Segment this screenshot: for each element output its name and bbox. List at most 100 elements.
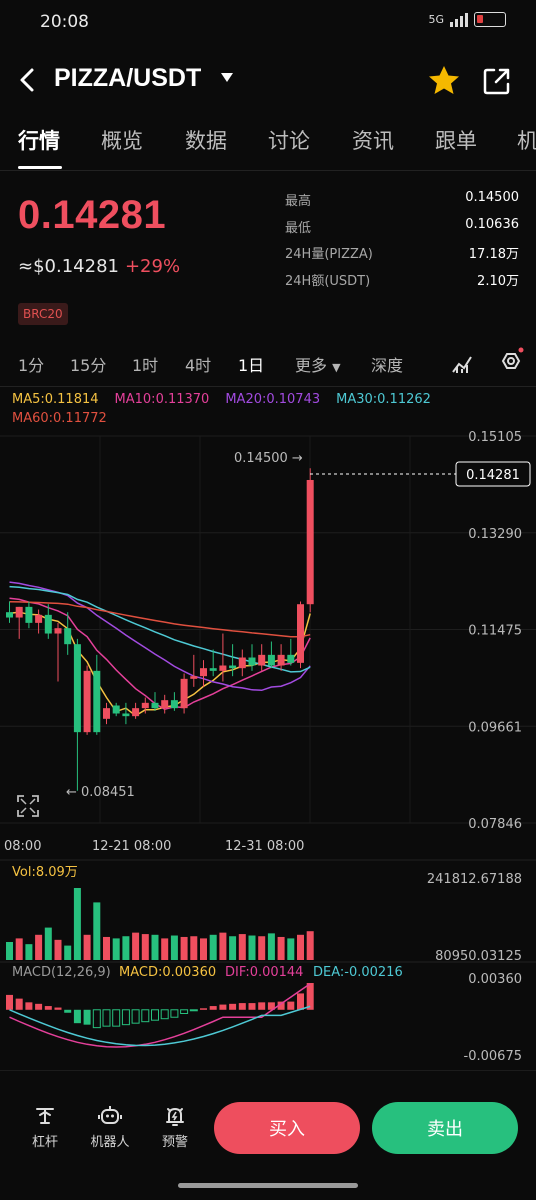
candle-body: [103, 708, 110, 719]
interval-1d[interactable]: 1日: [238, 356, 265, 375]
indicator-icon[interactable]: [450, 352, 474, 376]
ma10-label: MA10:0.11370: [114, 392, 210, 407]
candle-body: [64, 628, 72, 645]
macd-bar: [170, 1009, 179, 1018]
tab-market[interactable]: 行情: [18, 129, 60, 153]
volume-bar: [229, 936, 237, 960]
volume-bar: [297, 934, 304, 960]
macd-dea: DEA:-0.00216: [313, 965, 403, 980]
settings-icon[interactable]: [495, 346, 525, 376]
interval-depth[interactable]: 深度: [371, 356, 404, 375]
tab-more[interactable]: 机: [517, 129, 536, 153]
volume-bar: [54, 939, 62, 960]
token-badge[interactable]: BRC20: [18, 303, 68, 325]
macd-bar: [44, 1006, 52, 1010]
volume-bar: [112, 938, 120, 960]
tab-overview[interactable]: 概览: [101, 129, 143, 153]
candle-body: [190, 676, 198, 679]
divider: [0, 386, 536, 387]
interval-1m[interactable]: 1分: [18, 356, 45, 375]
macd-bar: [258, 1002, 266, 1010]
volume-bar: [190, 936, 198, 960]
candle-body: [209, 668, 217, 671]
stat-label: 最高: [285, 194, 312, 209]
macd-bar: [180, 1009, 189, 1015]
ma30-label: MA30:0.11262: [336, 392, 431, 407]
volume-bar: [248, 935, 256, 960]
divider: [0, 170, 536, 171]
tab-data[interactable]: 数据: [185, 129, 227, 153]
usd-value: ≈$0.14281: [18, 256, 119, 277]
volume-axis-top: 241812.67188: [427, 872, 522, 887]
current-price-label: 0.14281: [466, 468, 520, 483]
macd-bar: [267, 1002, 275, 1010]
tab-discussion[interactable]: 讨论: [268, 129, 310, 153]
macd-bar: [83, 1009, 91, 1025]
candle-body: [267, 654, 275, 666]
robot-button[interactable]: 机器人: [85, 1105, 135, 1150]
volume-bar: [258, 936, 266, 960]
top-tabs: 行情 概览 数据 讨论 资讯 跟单 机: [0, 125, 536, 169]
home-indicator[interactable]: [178, 1183, 358, 1188]
interval-1h[interactable]: 1时: [132, 356, 159, 375]
tab-news[interactable]: 资讯: [352, 129, 394, 153]
sell-button[interactable]: 卖出: [372, 1102, 518, 1154]
macd-bar: [92, 1009, 101, 1029]
stat-volume: 24H量(PIZZA) 17.18万: [285, 243, 519, 270]
volume-bar: [180, 936, 188, 960]
candle-body: [112, 705, 120, 714]
volume-bar: [209, 934, 217, 960]
leverage-button[interactable]: 杠杆: [20, 1105, 70, 1150]
kline-chart[interactable]: 0.15105 0.13290 0.11475 0.09661 0.07846 08:0…: [0, 428, 536, 1068]
candle-body: [73, 644, 81, 733]
interval-4h[interactable]: 4时: [185, 356, 212, 375]
volume-bar: [132, 932, 140, 960]
buy-button[interactable]: 买入: [214, 1102, 360, 1154]
volume-bar: [6, 942, 13, 960]
interval-more[interactable]: 更多 ▼: [295, 352, 341, 376]
price-usd: ≈$0.14281 +29%: [18, 256, 180, 277]
share-icon[interactable]: [482, 66, 512, 96]
stat-value: 2.10万: [477, 273, 519, 289]
volume-bar: [170, 935, 178, 960]
macd-panel: [6, 983, 314, 1048]
candle-body: [35, 614, 43, 623]
volume-bar: [103, 936, 110, 960]
macd-bar: [238, 1003, 246, 1010]
fullscreen-icon[interactable]: [17, 795, 39, 817]
current-price-box: [455, 461, 531, 487]
battery-icon: [474, 12, 506, 27]
price-tick: 0.09661: [468, 720, 522, 735]
x-label-1: 08:00: [4, 839, 41, 854]
candle-body: [15, 606, 23, 618]
back-icon[interactable]: [16, 64, 40, 96]
caret-down-icon[interactable]: [220, 72, 234, 84]
tab-underline: [18, 166, 62, 169]
candle-body: [297, 604, 304, 663]
macd-bar: [151, 1009, 159, 1021]
tab-copytrade[interactable]: 跟单: [435, 129, 477, 153]
stat-turnover: 24H额(USDT) 2.10万: [285, 270, 519, 297]
pair-title[interactable]: PIZZA/USDT: [54, 64, 202, 92]
macd-bar: [112, 1009, 121, 1027]
volume-bar: [151, 934, 159, 960]
volume-bar: [15, 938, 23, 960]
macd-bar: [35, 1003, 43, 1010]
x-label-3: 12-31 08:00: [225, 839, 304, 854]
high-marker: 0.14500 →: [234, 451, 303, 466]
macd-bar: [287, 1001, 295, 1010]
candle-body: [6, 612, 13, 618]
interval-15m[interactable]: 15分: [70, 356, 107, 375]
macd-bar: [248, 1003, 256, 1010]
candle-body: [287, 654, 295, 663]
candle-body: [238, 657, 246, 669]
candle-body: [25, 606, 33, 623]
star-icon[interactable]: [428, 65, 460, 95]
candle-body: [122, 713, 130, 717]
stats-panel: 最高 0.14500 最低 0.10636 24H量(PIZZA) 17.18万 24…: [285, 190, 519, 296]
alert-icon: [166, 1107, 184, 1126]
price-change: +29%: [124, 256, 181, 277]
alert-button[interactable]: 预警: [150, 1105, 200, 1150]
macd-bar: [160, 1009, 169, 1020]
leverage-label: 杠杆: [31, 1135, 58, 1150]
